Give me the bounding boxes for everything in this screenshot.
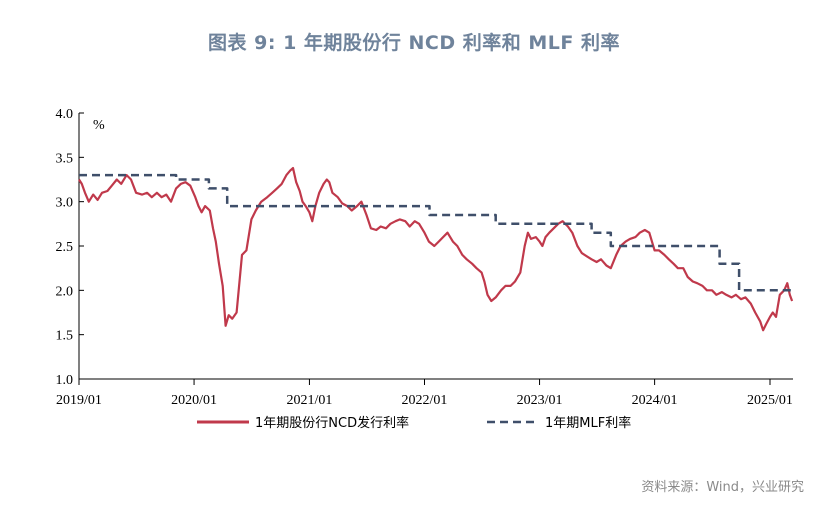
y-tick-label: 1.5 — [56, 329, 74, 344]
x-tick-label: 2024/01 — [632, 393, 678, 408]
legend-label: 1年期股份行NCD发行利率 — [255, 415, 409, 431]
series-line-mlf — [79, 173, 793, 292]
series-line-ncd — [78, 166, 794, 332]
x-tick-label: 2022/01 — [402, 393, 448, 408]
legend: 1年期股份行NCD发行利率 1年期MLF利率 — [197, 415, 631, 431]
y-tick-label: 3.5 — [56, 151, 74, 166]
x-tick-label: 2019/01 — [56, 393, 102, 408]
y-unit-label: % — [93, 118, 105, 133]
axes: 1.0 1.5 2.0 2.5 3.0 3.5 4.0% 2019/01 2020/01 2021… — [56, 107, 793, 408]
x-tick-label: 2025/01 — [747, 393, 793, 408]
x-tick-label: 2020/01 — [171, 393, 217, 408]
x-tick-label: 2023/01 — [517, 393, 563, 408]
y-tick-label: 2.0 — [56, 284, 74, 299]
y-tick-label: 3.0 — [56, 196, 74, 211]
chart-title: 图表 9: 1 年期股份行 NCD 利率和 MLF 利率 — [208, 32, 620, 54]
source-note: 资料来源：Wind，兴业研究 — [641, 480, 804, 495]
y-tick-label: 1.0 — [56, 373, 74, 388]
series-layer — [78, 166, 794, 332]
legend-label: 1年期MLF利率 — [545, 415, 631, 431]
y-tick-label: 4.0 — [56, 107, 74, 122]
y-tick-label: 2.5 — [56, 240, 74, 255]
x-tick-label: 2021/01 — [286, 393, 332, 408]
